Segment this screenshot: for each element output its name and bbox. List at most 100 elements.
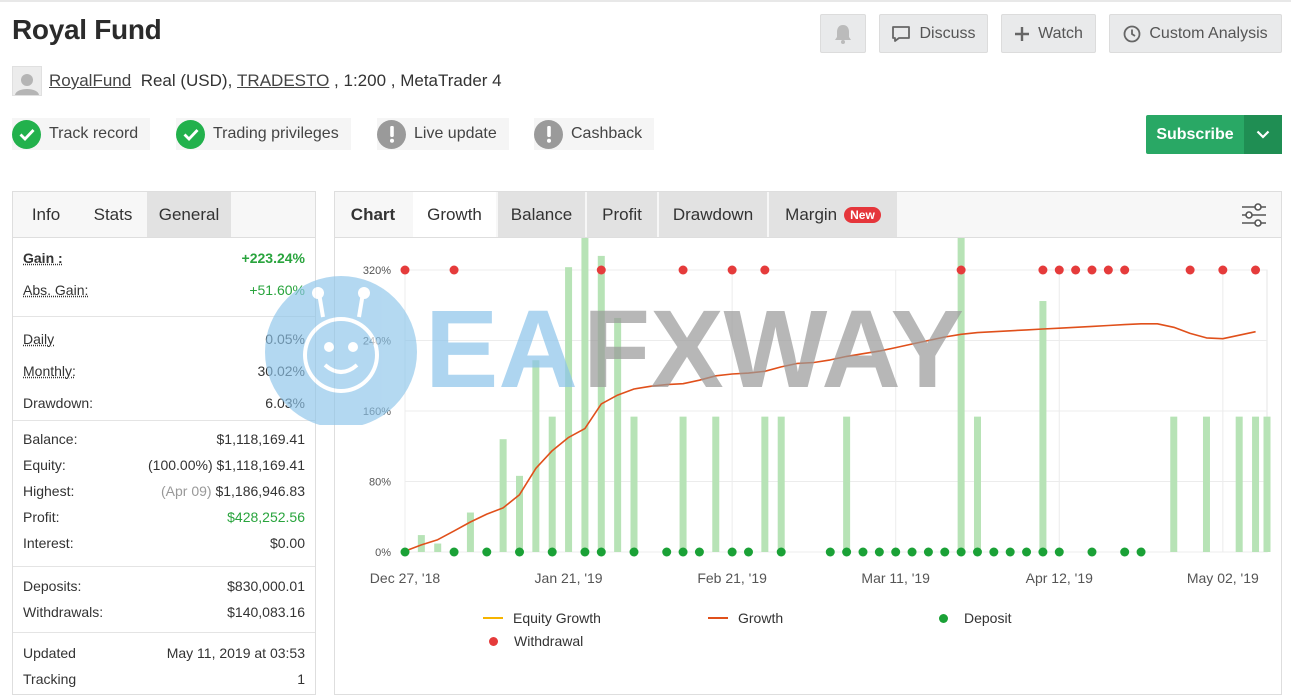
- discuss-label: Discuss: [919, 24, 976, 42]
- updated-label: Updated: [23, 645, 76, 661]
- withdrawal-point: [1087, 265, 1097, 275]
- subscribe-dropdown[interactable]: [1244, 115, 1282, 154]
- badge-trading-privileges[interactable]: Trading privileges: [176, 118, 351, 150]
- exclamation-icon: [377, 119, 406, 149]
- x-tick-label: Feb 21, '19: [697, 570, 767, 586]
- legend-item-equity[interactable]: Equity Growth: [483, 610, 601, 626]
- profit-label: Profit:: [23, 509, 60, 525]
- broker-link[interactable]: TRADESTO: [237, 71, 330, 90]
- new-badge: New: [844, 206, 881, 223]
- subscribe-button[interactable]: Subscribe: [1146, 115, 1282, 154]
- withdrawal-point: [596, 265, 606, 275]
- profit-bar: [614, 317, 622, 552]
- clock-icon: [1123, 25, 1141, 42]
- badge-label: Cashback: [571, 125, 643, 142]
- watch-button[interactable]: Watch: [1001, 14, 1096, 53]
- legend-item-deposit[interactable]: Deposit: [933, 610, 1011, 626]
- deposits-group: Deposits: $830,000.01 Withdrawals: $140,…: [13, 567, 315, 633]
- withdrawal-point: [678, 265, 688, 275]
- gain-label: Gain :: [23, 250, 63, 266]
- y-tick-label: 320%: [363, 265, 391, 277]
- withdrawal-point: [400, 265, 410, 275]
- deposit-point: [923, 547, 933, 557]
- withdrawal-point: [1251, 265, 1261, 275]
- equity-value: $1,118,169.41: [216, 457, 306, 473]
- profit-bar: [532, 360, 540, 552]
- equity-percent: (100.00%): [148, 457, 213, 473]
- balance-value: $1,118,169.41: [216, 431, 306, 447]
- legend-withdrawal-label: Withdrawal: [514, 633, 584, 649]
- gain-group: Gain : +223.24% Abs. Gain: +51.60%: [13, 238, 315, 317]
- legend-deposit-label: Deposit: [964, 610, 1012, 626]
- tab-margin-label: Margin: [785, 204, 838, 224]
- tab-balance[interactable]: Balance: [498, 192, 585, 237]
- growth-chart: 0% 80% 160% 240% 320% Dec 27, '18 Jan 21, '19 F…: [363, 238, 1271, 586]
- deposit-point: [972, 547, 982, 557]
- chart-panel: Chart Growth Balance Profit Drawdown Mar…: [334, 191, 1282, 695]
- tab-general[interactable]: General: [147, 192, 231, 237]
- deposit-point: [776, 547, 786, 557]
- check-icon: [12, 119, 41, 149]
- profit-bar: [548, 416, 556, 552]
- deposit-point: [629, 547, 639, 557]
- deposit-point: [940, 547, 950, 557]
- withdrawal-point: [727, 265, 737, 275]
- withdrawal-point: [760, 265, 770, 275]
- profit-bar: [1263, 416, 1271, 552]
- legend-item-growth[interactable]: Growth: [708, 610, 783, 626]
- profit-bar: [761, 416, 769, 552]
- discuss-button[interactable]: Discuss: [879, 14, 988, 53]
- abs-gain-value: +51.60%: [249, 282, 305, 298]
- check-icon: [176, 119, 205, 149]
- tab-drawdown[interactable]: Drawdown: [659, 192, 767, 237]
- withdrawal-point: [1054, 265, 1064, 275]
- chart-tabs: Chart Growth Balance Profit Drawdown Mar…: [335, 192, 1281, 238]
- profit-bar: [565, 267, 573, 552]
- profit-bar: [1235, 416, 1243, 552]
- custom-analysis-button[interactable]: Custom Analysis: [1109, 14, 1282, 53]
- gain-value: +223.24%: [241, 250, 305, 266]
- profit-bar: [581, 238, 589, 552]
- deposits-value: $830,000.01: [227, 578, 305, 594]
- notify-button[interactable]: [820, 14, 866, 53]
- x-tick-label: Mar 11, '19: [861, 570, 930, 586]
- exclamation-icon: [534, 119, 563, 149]
- account-name-link[interactable]: RoyalFund: [49, 71, 132, 90]
- deposit-point: [989, 547, 999, 557]
- left-tabs: Info Stats General: [13, 192, 315, 238]
- profit-bar: [466, 512, 474, 552]
- withdrawals-value: $140,083.16: [227, 604, 305, 620]
- tab-margin[interactable]: Margin New: [769, 192, 897, 237]
- deposits-label: Deposits:: [23, 578, 82, 594]
- profit-bar: [1252, 416, 1260, 552]
- badge-label: Live update: [414, 125, 497, 142]
- growth-line: [404, 323, 1256, 552]
- monthly-value: 30.02%: [257, 363, 305, 379]
- withdrawal-swatch: [489, 636, 498, 646]
- profit-bar: [777, 416, 785, 552]
- profit-bar: [1039, 301, 1047, 552]
- deposit-point: [1120, 547, 1130, 557]
- tab-profit[interactable]: Profit: [587, 192, 657, 237]
- profit-bar: [515, 475, 523, 552]
- profit-bar: [417, 535, 425, 552]
- badge-track-record[interactable]: Track record: [12, 118, 151, 150]
- tab-stats[interactable]: Stats: [79, 192, 147, 237]
- interest-value: $0.00: [269, 535, 305, 551]
- sliders-settings-icon[interactable]: [1241, 202, 1267, 228]
- updated-group: Updated May 11, 2019 at 03:53 Tracking 1: [13, 633, 315, 696]
- tab-info[interactable]: Info: [13, 192, 79, 237]
- badge-label: Trading privileges: [213, 125, 339, 142]
- badge-live-update[interactable]: Live update: [377, 118, 509, 150]
- legend-item-withdrawal[interactable]: Withdrawal: [483, 633, 583, 649]
- profit-bar: [679, 416, 687, 552]
- badge-cashback[interactable]: Cashback: [534, 118, 655, 150]
- tab-growth[interactable]: Growth: [413, 192, 496, 237]
- user-icon: [15, 74, 39, 95]
- tracking-label: Tracking: [23, 671, 77, 687]
- profit-bar: [843, 416, 851, 552]
- deposit-point: [743, 547, 753, 557]
- withdrawals-label: Withdrawals:: [23, 604, 104, 620]
- balance-label: Balance:: [23, 431, 78, 447]
- deposit-point: [678, 547, 688, 557]
